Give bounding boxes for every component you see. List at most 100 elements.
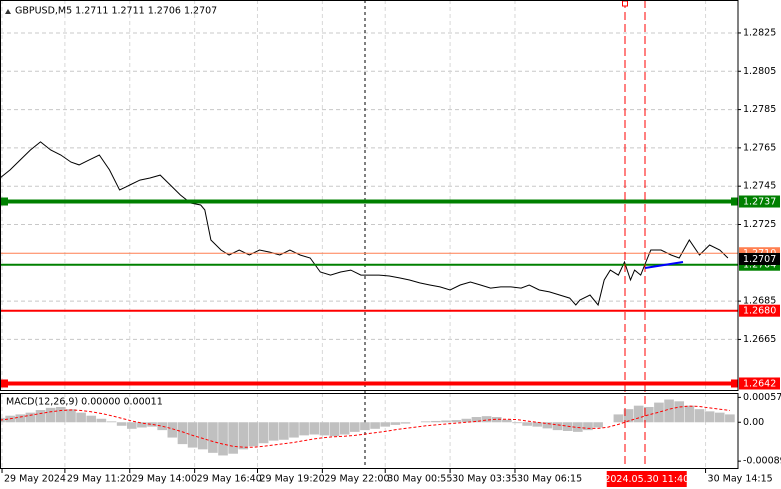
- macd-bar: [56, 406, 66, 423]
- y-tick-label: 1.2745: [743, 181, 776, 192]
- cursor-label-box: [606, 471, 687, 487]
- x-tick-label: 30 May 00:55: [387, 474, 452, 485]
- macd-bar: [491, 417, 502, 423]
- chart-title: GBPUSD,M5 1.2711 1.2711 1.2706 1.2707: [15, 6, 217, 17]
- macd-bar: [349, 422, 360, 432]
- macd-bar: [674, 401, 685, 423]
- macd-bar: [360, 422, 370, 431]
- macd-bar: [258, 422, 269, 444]
- macd-bar: [704, 411, 715, 423]
- macd-title: MACD(12,26,9) 0.00000 0.00011: [6, 397, 163, 408]
- macd-bar: [643, 406, 654, 423]
- macd-bar: [137, 422, 147, 428]
- y-tick-label: -0.00089: [743, 456, 781, 467]
- macd-bar: [471, 417, 482, 423]
- macd-bar: [319, 422, 330, 436]
- y-tick-label: 0.00: [743, 417, 764, 428]
- macd-bar: [339, 422, 350, 435]
- main-frame: [0, 0, 739, 391]
- level-label: 1.2642: [743, 378, 776, 389]
- macd-bar: [45, 407, 56, 423]
- y-tick-label: 1.2825: [743, 27, 776, 38]
- macd-bar: [502, 419, 512, 423]
- macd-bar: [441, 420, 451, 423]
- macd-bar: [623, 409, 634, 423]
- macd-bar: [15, 414, 26, 423]
- macd-bar: [299, 422, 309, 436]
- macd-bar: [633, 405, 644, 423]
- y-tick-label: 1.2685: [743, 296, 776, 307]
- level-handle: [1, 197, 8, 206]
- y-tick-label: 0.00057: [743, 392, 781, 403]
- level-handle: [731, 197, 738, 206]
- level-label-box: [739, 195, 780, 208]
- macd-bar: [116, 422, 127, 426]
- macd-bar: [25, 412, 36, 423]
- macd-bar: [390, 422, 401, 425]
- level-label: 1.2704: [743, 260, 776, 271]
- macd-bar: [35, 410, 46, 423]
- macd-bar: [451, 420, 461, 423]
- x-tick-label: 29 May 14:00: [132, 474, 197, 485]
- macd-bar: [542, 422, 553, 429]
- macd-bar: [309, 422, 320, 435]
- macd-frame: [0, 393, 739, 469]
- macd-bar: [532, 422, 543, 427]
- x-tick-label: 29 May 22:00: [324, 474, 389, 485]
- macd-bar: [86, 415, 97, 423]
- level-handle: [731, 379, 738, 388]
- macd-bar: [106, 421, 117, 423]
- y-tick-label: 1.2665: [743, 334, 776, 345]
- macd-bar: [400, 422, 411, 424]
- x-tick-label: 30 May 03:35: [452, 474, 517, 485]
- level-label: 1.2680: [743, 306, 776, 317]
- level-label: 1.2737: [743, 197, 776, 208]
- macd-bar: [197, 422, 208, 450]
- macd-bar: [552, 422, 563, 431]
- macd-bar: [694, 409, 705, 423]
- level-label-box: [739, 377, 780, 390]
- level-handle: [1, 379, 8, 388]
- macd-bar: [167, 422, 178, 438]
- y-tick-label: 1.2725: [743, 219, 776, 230]
- macd-bar: [664, 399, 674, 423]
- macd-bar: [96, 418, 107, 423]
- macd-bar: [481, 416, 492, 423]
- macd-bar: [228, 422, 238, 454]
- trend-line: [644, 261, 684, 269]
- macd-bar: [126, 422, 137, 429]
- macd-bar: [279, 422, 289, 440]
- x-tick-label: 29 May 2024: [4, 474, 66, 485]
- price-label: 1.2707: [743, 254, 776, 265]
- macd-bar: [583, 422, 593, 431]
- y-tick-label: 1.2805: [743, 66, 776, 77]
- macd-bar: [66, 409, 76, 423]
- macd-bar: [613, 414, 624, 423]
- macd-bar: [512, 422, 522, 424]
- x-tick-label: 30 May 14:15: [708, 474, 773, 485]
- macd-bar: [268, 422, 279, 441]
- macd-bar: [208, 422, 218, 453]
- macd-bar: [289, 422, 299, 438]
- macd-bar: [593, 422, 603, 428]
- macd-bar: [725, 414, 735, 423]
- signal-line: [0, 405, 730, 448]
- macd-bar: [238, 422, 249, 450]
- x-tick-label: 29 May 16:40: [197, 474, 262, 485]
- y-tick-label: 1.2765: [743, 142, 776, 153]
- macd-bar: [714, 412, 725, 423]
- y-tick-label: 1.2785: [743, 104, 776, 115]
- macd-bar: [420, 421, 431, 423]
- macd-bar: [461, 418, 472, 423]
- macd-bar: [370, 422, 380, 429]
- macd-bar: [76, 412, 86, 423]
- macd-bar: [684, 405, 695, 423]
- macd-bar: [248, 422, 259, 447]
- level-label-box: [739, 304, 780, 317]
- macd-bar: [380, 422, 391, 427]
- x-tick-label: 30 May 06:15: [517, 474, 582, 485]
- x-tick-label: 29 May 11:20: [67, 474, 132, 485]
